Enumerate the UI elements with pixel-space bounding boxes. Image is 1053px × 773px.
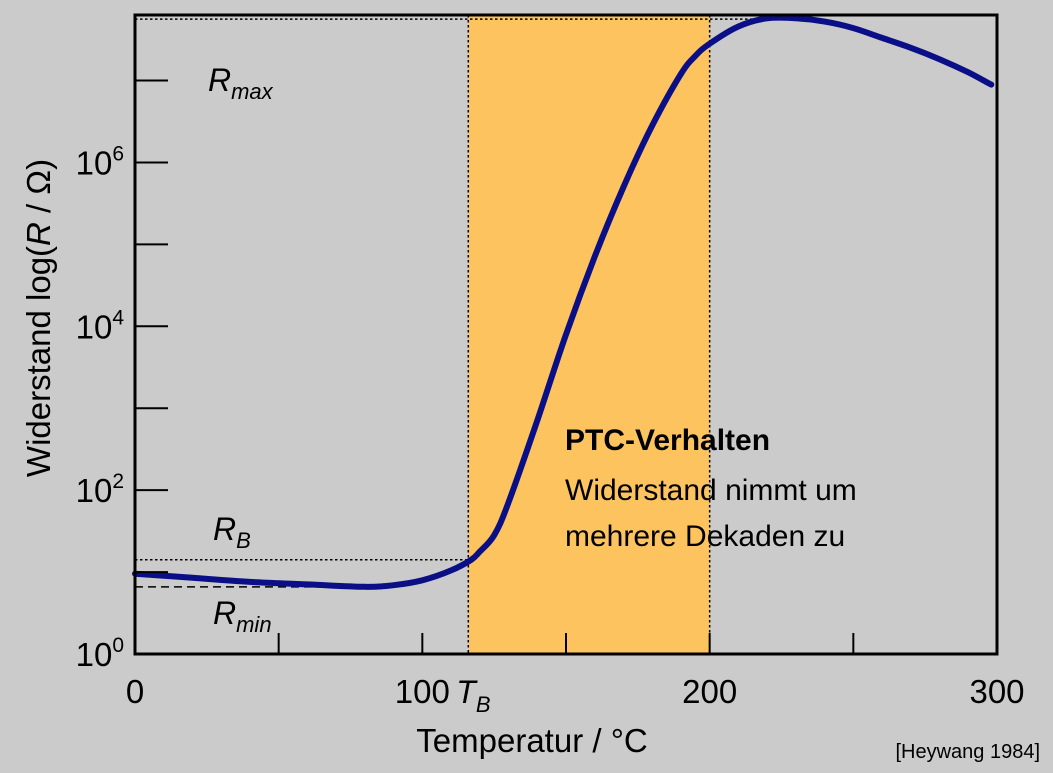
y-tick-label-6: 106 [76,142,124,181]
y-axis-title-var: R [20,222,57,246]
y-axis-title-suffix: / Ω) [20,159,57,222]
y-axis-title: Widerstand log(R / Ω) [20,159,57,477]
reference-lines-group [135,15,768,654]
y-axis-title-prefix: Widerstand log( [20,246,57,477]
series-group [132,14,995,590]
r-min-label-sub: min [236,612,271,637]
x-tick-label-0: 0 [126,673,144,710]
y-tick-label-exponent: 0 [112,634,124,657]
series-line-0 [132,14,995,590]
ticks-group [134,79,998,655]
shaded-region [468,15,710,654]
y-tick-label-2: 102 [76,470,124,509]
r-b-label-sub: B [236,528,251,553]
y-tick-label-exponent: 2 [112,470,124,493]
annotation-line-1: mehrere Dekaden zu [565,520,845,553]
t-b-label-sub: B [476,692,491,717]
shaded-region-group [468,15,710,654]
y-tick-label-exponent: 4 [112,306,124,329]
y-tick-label-base: 10 [76,144,113,181]
y-tick-label-base: 10 [76,472,113,509]
r-max-label-main: R [208,62,231,98]
r-b-label: RB [213,511,251,553]
y-tick-label-exponent: 6 [112,142,124,165]
x-axis-title: Temperatur / °C [416,722,647,759]
x-tick-label-300: 300 [969,673,1024,710]
r-max-label-sub: max [231,79,274,104]
t-b-label-main: T [456,674,478,710]
x-tick-label-100: 100 [395,673,450,710]
y-tick-label-base: 10 [76,636,113,673]
t-b-label: TB [456,674,490,717]
r-min-label: Rmin [213,595,272,637]
r-b-label-main: R [213,511,236,547]
r-min-label-main: R [213,595,236,631]
y-tick-label-4: 104 [76,306,125,345]
annotation-title: PTC-Verhalten [565,424,770,457]
labels-group: 0 100 200 300100102104106TBRmaxRBRminPTC-Ve… [20,62,1040,763]
annotation-line-0: Widerstand nimmt um [565,474,857,507]
r-max-label: Rmax [208,62,274,104]
x-tick-label-200: 200 [682,673,737,710]
citation: [Heywang 1984] [895,741,1040,763]
y-tick-label-base: 10 [76,308,113,345]
y-tick-label-0: 100 [76,634,124,673]
